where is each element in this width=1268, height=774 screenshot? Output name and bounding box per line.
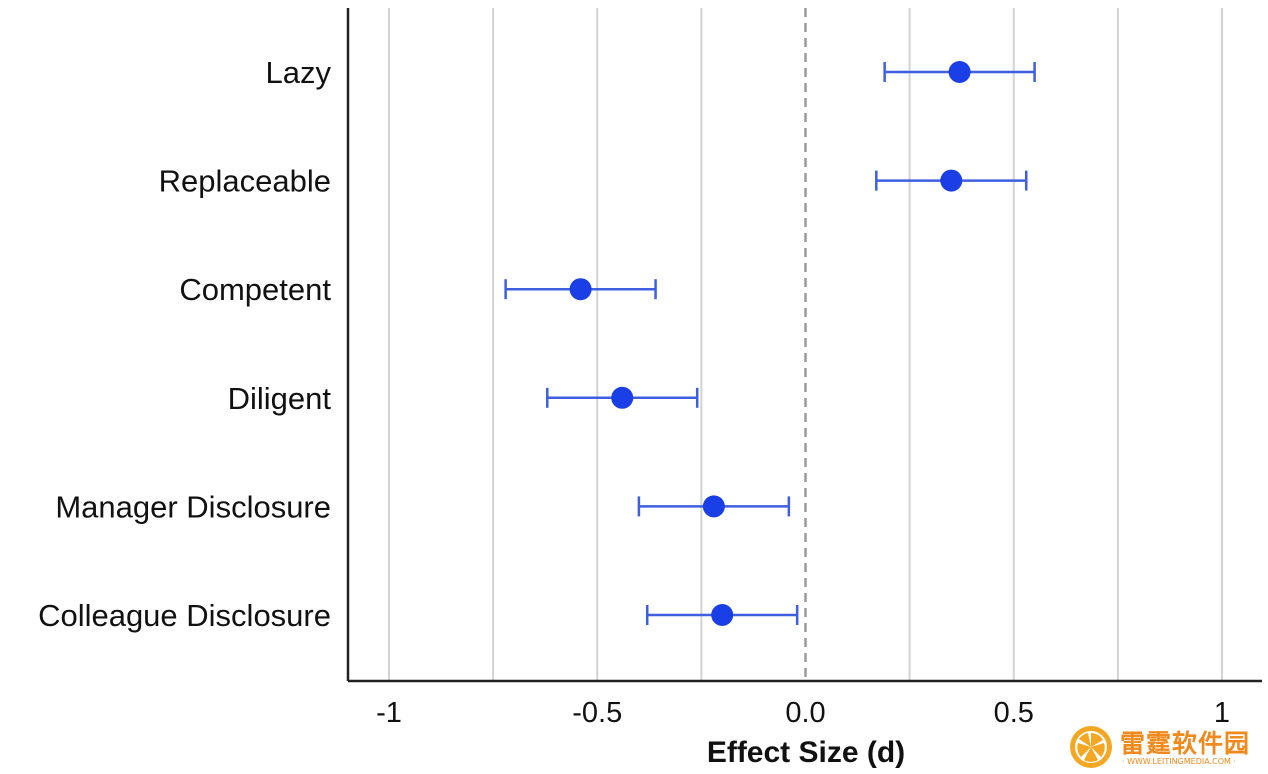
orange-slice-logo-icon — [1070, 726, 1112, 768]
grid-lines — [388, 8, 1223, 681]
x-tick-label: 0.0 — [785, 697, 825, 729]
watermark-url: · WWW.LEITINGMEDIA.COM · — [1122, 757, 1236, 766]
category-label: Lazy — [266, 55, 332, 90]
data-marks — [504, 61, 1036, 626]
forest-row — [645, 604, 799, 626]
x-tick-label: 0.5 — [994, 697, 1034, 729]
x-axis-title: Effect Size (d) — [707, 736, 905, 769]
watermark-url-text: WWW.LEITINGMEDIA.COM — [1127, 757, 1231, 766]
axes — [346, 8, 1262, 683]
effect-point — [702, 495, 725, 518]
watermark-text: 雷霆软件园 — [1120, 729, 1251, 758]
category-label: Manager Disclosure — [55, 489, 331, 524]
category-label: Diligent — [228, 381, 332, 416]
category-label: Competent — [179, 272, 331, 307]
forest-row — [883, 61, 1036, 83]
forest-row — [504, 278, 657, 301]
effect-point — [569, 278, 592, 301]
effect-point — [948, 61, 971, 83]
x-tick-label: -1 — [376, 697, 402, 729]
watermark: 雷霆软件园 · WWW.LEITINGMEDIA.COM · — [1068, 722, 1264, 772]
effect-point — [940, 169, 963, 192]
category-label: Replaceable — [159, 164, 331, 199]
forest-row — [637, 495, 791, 518]
x-tick-label: 1 — [1214, 697, 1230, 729]
effect-point — [611, 386, 634, 409]
effect-point — [711, 604, 734, 626]
forest-row — [546, 386, 699, 409]
category-labels: Lazy Replaceable Competent Diligent Manager … — [38, 55, 331, 633]
forest-row — [875, 169, 1028, 192]
category-label: Colleague Disclosure — [38, 598, 331, 633]
x-tick-labels: -1 -0.5 0.0 0.5 1 — [376, 697, 1230, 729]
x-tick-label: -0.5 — [572, 697, 622, 729]
